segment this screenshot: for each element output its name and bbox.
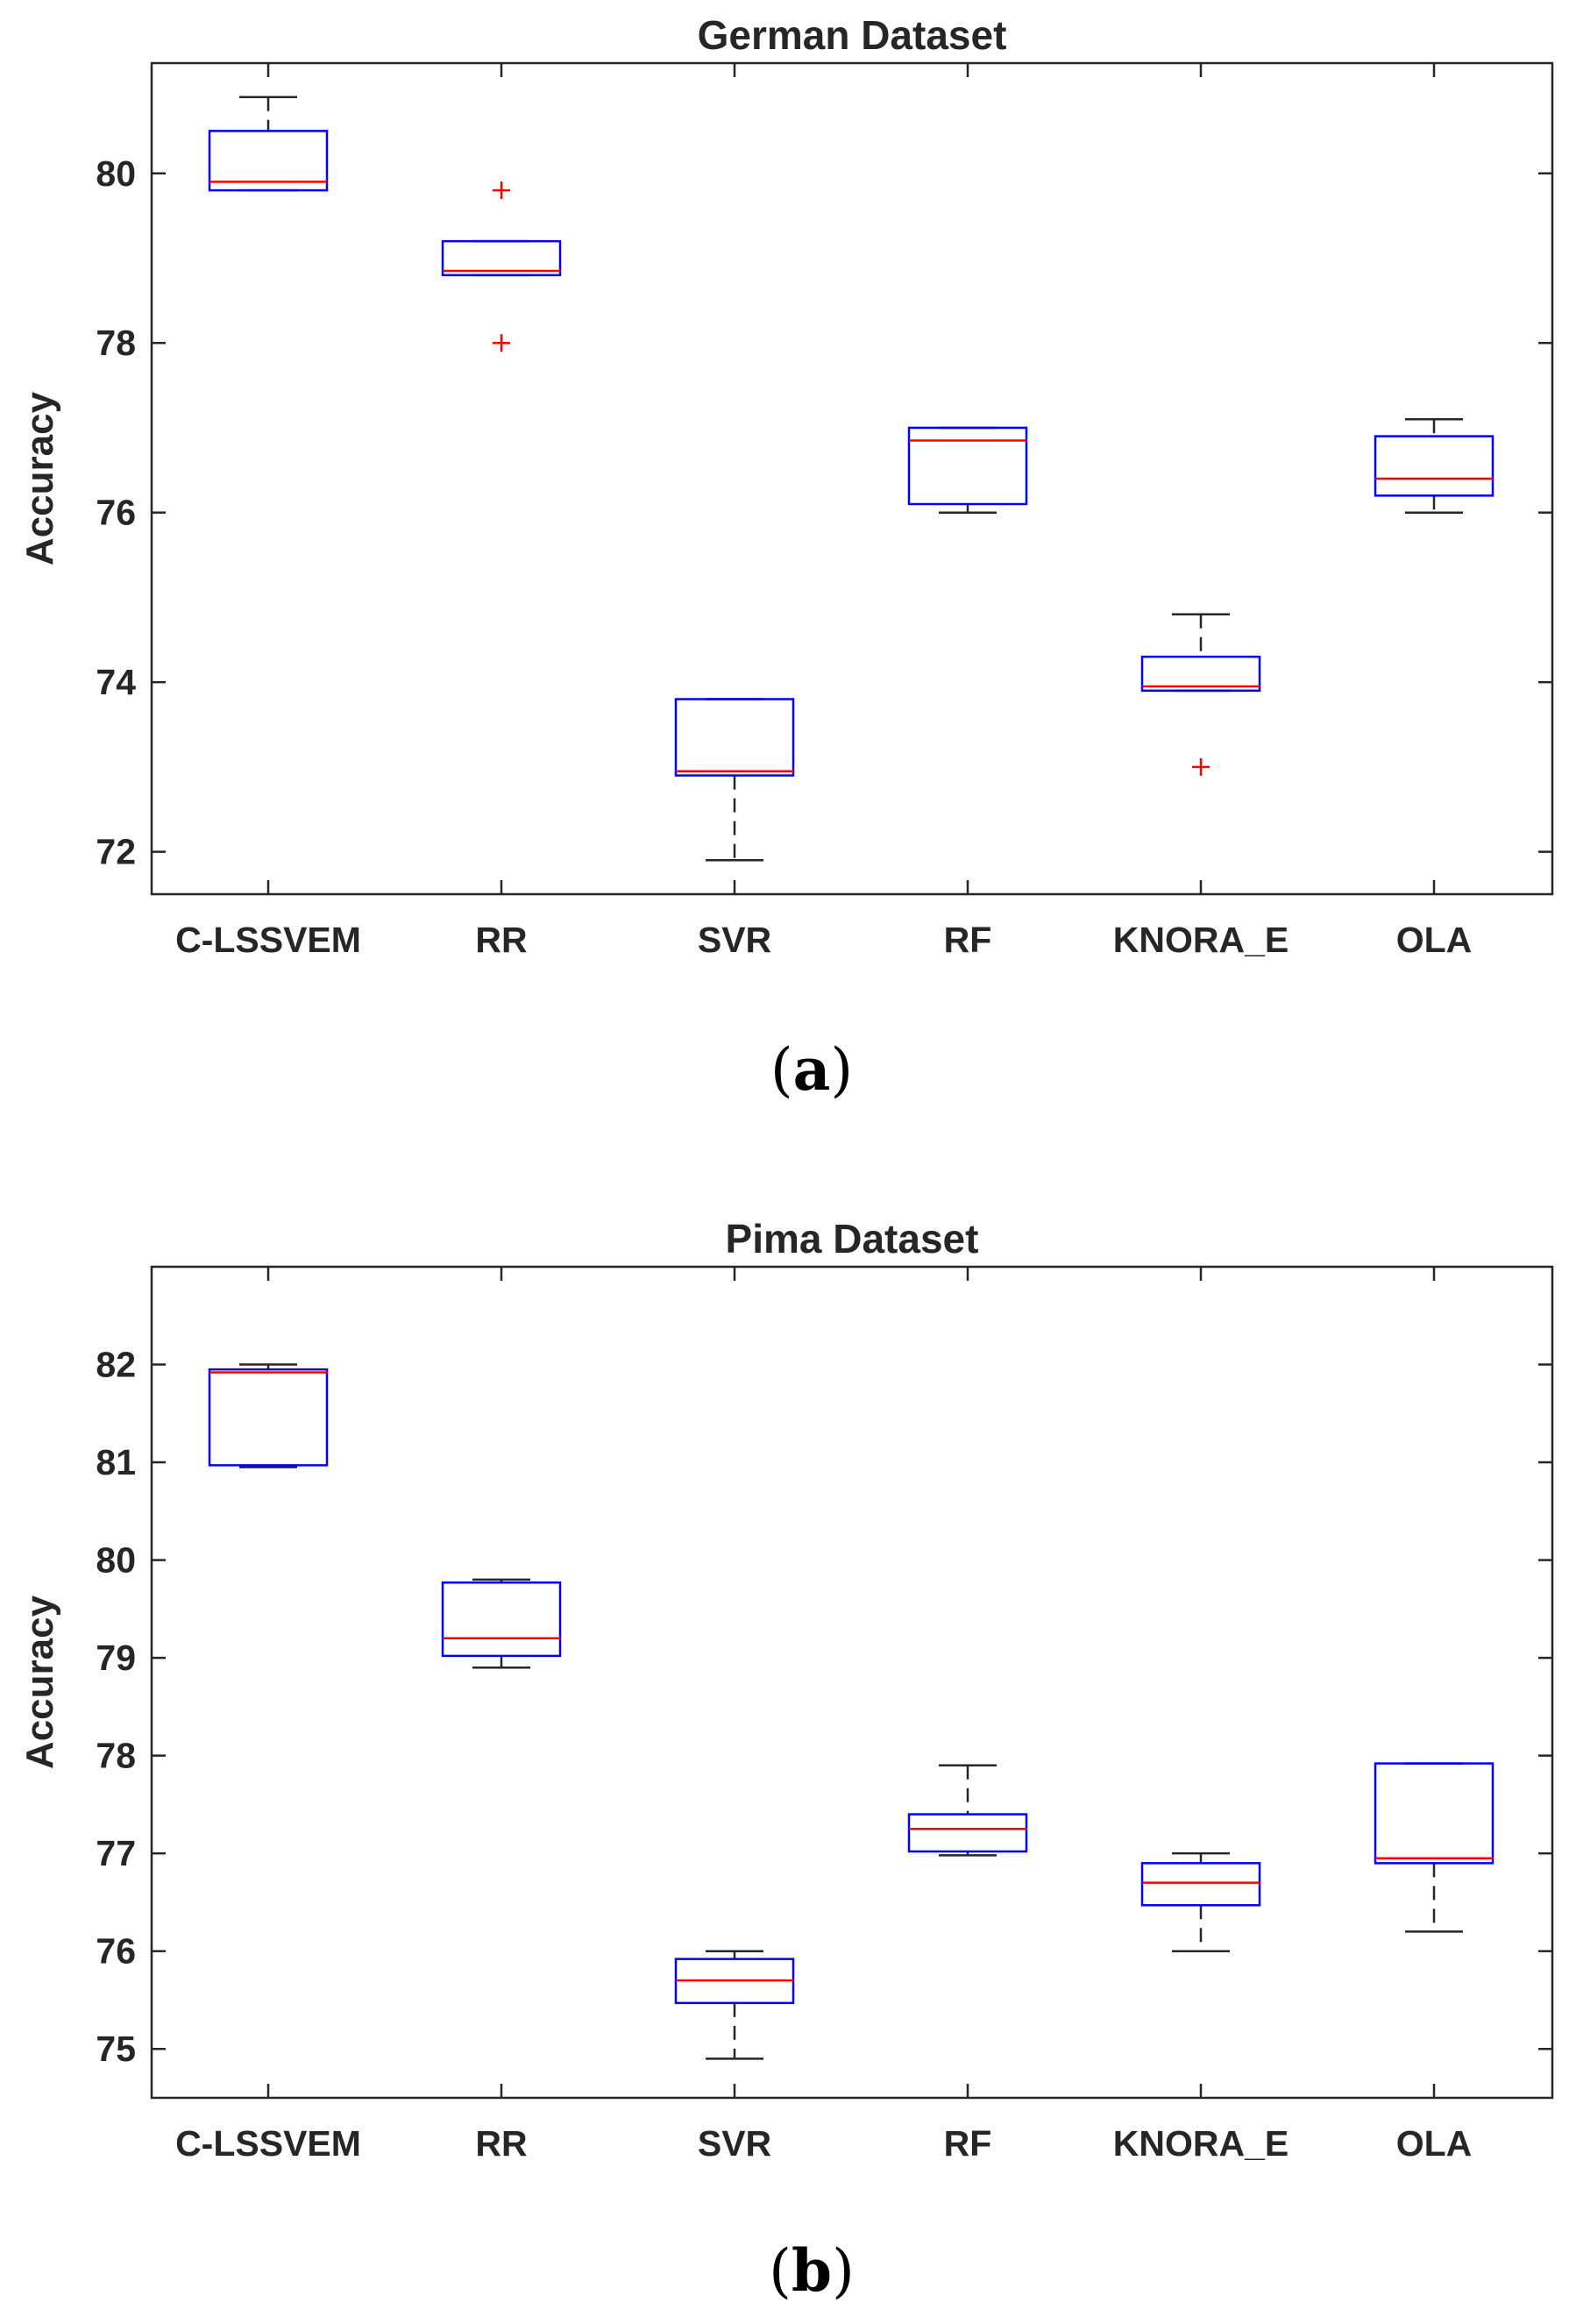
- german-outlier-marker: [493, 334, 510, 352]
- german-box: [907, 426, 1028, 506]
- german-xtick-label: OLA: [1396, 920, 1473, 960]
- pima-y-axis-label: Accuracy: [18, 1595, 61, 1769]
- pima-ytick-label: 75: [96, 2029, 136, 2069]
- pima-xtick-label: KNORA_E: [1113, 2123, 1289, 2164]
- german-xtick-label: RF: [944, 920, 992, 960]
- pima-xtick-label: RF: [944, 2123, 992, 2164]
- german-outlier-marker: [1192, 757, 1210, 776]
- pima-ytick-label: 79: [96, 1638, 136, 1678]
- german-outlier-marker: [493, 181, 510, 200]
- german-ytick-label: 76: [96, 493, 136, 533]
- pima-ytick-label: 77: [96, 1833, 136, 1873]
- pima-ytick-label: 80: [96, 1540, 136, 1581]
- pima-box: [441, 1581, 562, 1658]
- pima-boxplot-panel: Pima Dataset Accuracy 75 76 77 78 79 80 81 82 C-…: [18, 1216, 1554, 2305]
- german-marks: 72 74 76 78 80 C-LSSVEM RR SVR RF KNORA_E OLA: [96, 63, 1552, 960]
- pima-plot-frame: [150, 1265, 1554, 2100]
- caption-b: (b): [769, 2236, 855, 2305]
- pima-ytick-label: 82: [96, 1345, 136, 1385]
- german-box: [1374, 435, 1494, 497]
- pima-ytick-label: 78: [96, 1736, 136, 1776]
- german-box: [674, 698, 795, 777]
- pima-box: [907, 1813, 1028, 1853]
- german-box: [441, 239, 562, 277]
- german-xtick-label: SVR: [698, 920, 771, 960]
- german-xtick-label: C-LSSVEM: [175, 920, 361, 960]
- german-ytick-label: 74: [96, 662, 136, 702]
- german-box: [208, 130, 329, 192]
- german-ytick-label: 80: [96, 153, 136, 194]
- german-box: [1140, 655, 1261, 693]
- german-ytick-label: 78: [96, 323, 136, 363]
- pima-box: [1140, 1862, 1261, 1907]
- pima-xtick-label: OLA: [1396, 2123, 1473, 2164]
- german-chart-title: German Dataset: [698, 12, 1007, 58]
- pima-xtick-label: C-LSSVEM: [175, 2123, 361, 2164]
- german-y-axis-label: Accuracy: [18, 391, 61, 565]
- pima-chart-title: Pima Dataset: [726, 1216, 979, 1261]
- pima-box: [208, 1368, 329, 1467]
- pima-xtick-label: RR: [475, 2123, 527, 2164]
- german-boxplot-panel: German Dataset Accuracy 72 74 76 78 80 C-LSSV…: [18, 12, 1554, 1104]
- german-xtick-label: KNORA_E: [1113, 920, 1289, 960]
- german-plot-frame: [150, 61, 1554, 896]
- pima-xtick-label: SVR: [698, 2123, 771, 2164]
- pima-box: [1374, 1762, 1494, 1865]
- pima-ytick-label: 76: [96, 1931, 136, 1972]
- pima-ytick-label: 81: [96, 1442, 136, 1482]
- caption-a: (a): [770, 1035, 853, 1104]
- german-ytick-label: 72: [96, 832, 136, 872]
- german-xtick-label: RR: [475, 920, 527, 960]
- pima-marks: 75 76 77 78 79 80 81 82 C-LSSVEM RR SVR RF KNORA_E OL…: [96, 1267, 1552, 2164]
